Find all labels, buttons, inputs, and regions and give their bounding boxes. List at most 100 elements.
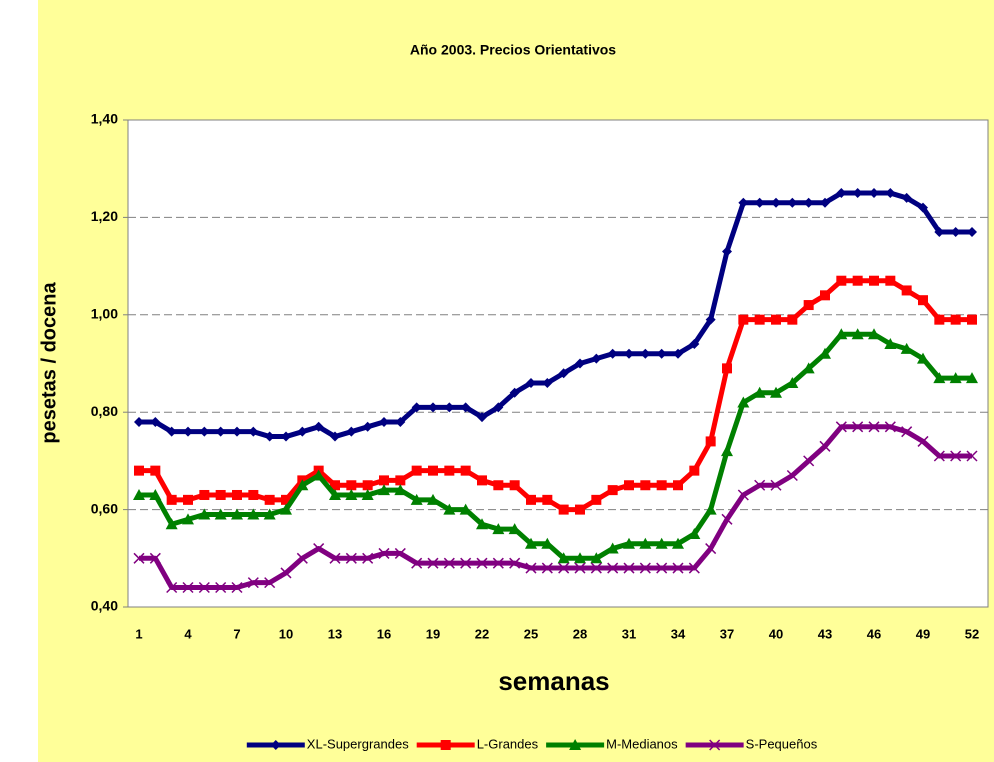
marker	[427, 557, 439, 569]
marker	[917, 435, 929, 447]
x-tick-label: 49	[916, 626, 930, 641]
marker	[623, 537, 635, 549]
x-tick-label: 34	[671, 626, 686, 641]
marker	[526, 494, 536, 505]
marker	[884, 421, 896, 433]
marker	[655, 537, 668, 549]
marker	[493, 402, 504, 413]
marker	[477, 475, 487, 486]
marker	[440, 740, 451, 750]
marker	[493, 480, 504, 491]
marker	[411, 465, 422, 476]
marker	[721, 445, 733, 457]
marker	[232, 426, 242, 437]
marker	[704, 503, 717, 515]
marker	[575, 504, 585, 515]
marker	[281, 431, 291, 442]
marker	[264, 494, 275, 505]
series-line	[139, 278, 972, 513]
marker	[950, 314, 961, 325]
marker	[786, 376, 799, 388]
marker	[509, 480, 520, 491]
marker	[150, 465, 161, 476]
marker	[851, 328, 864, 340]
marker	[345, 488, 358, 500]
y-tick-label: 0,60	[91, 500, 118, 516]
plot-area	[127, 119, 989, 608]
y-tick-label: 0,80	[91, 403, 118, 419]
marker	[460, 465, 471, 476]
x-tick-label: 4	[184, 626, 192, 641]
marker	[166, 494, 177, 505]
marker	[934, 227, 945, 238]
marker	[639, 562, 651, 574]
x-tick-label: 10	[279, 626, 293, 641]
marker	[835, 421, 847, 433]
legend-label: S-Pequeños	[746, 736, 818, 751]
marker	[508, 523, 521, 535]
series-line	[139, 424, 972, 591]
marker	[280, 503, 292, 515]
marker	[312, 469, 325, 481]
marker	[689, 339, 700, 350]
marker	[247, 577, 259, 589]
marker	[689, 465, 700, 476]
marker	[574, 562, 586, 574]
marker	[427, 493, 439, 505]
marker	[541, 537, 554, 549]
marker	[819, 440, 831, 452]
marker	[395, 475, 406, 486]
marker	[280, 567, 292, 579]
marker	[542, 494, 553, 505]
marker	[379, 416, 389, 427]
marker	[574, 552, 586, 564]
marker	[966, 372, 978, 384]
marker	[901, 192, 912, 203]
marker	[705, 314, 716, 325]
marker	[492, 523, 505, 535]
marker	[149, 552, 161, 564]
marker	[362, 552, 374, 564]
x-tick-label: 19	[426, 626, 440, 641]
marker	[722, 246, 732, 257]
marker	[476, 518, 488, 530]
marker	[248, 489, 259, 500]
marker	[509, 387, 520, 398]
marker	[379, 475, 389, 486]
marker	[165, 518, 178, 530]
marker	[133, 552, 145, 564]
marker	[183, 426, 193, 437]
legend-label: M-Medianos	[606, 736, 678, 751]
marker	[606, 542, 619, 554]
marker	[557, 552, 570, 564]
marker	[721, 513, 733, 525]
marker	[754, 197, 765, 208]
marker	[231, 581, 243, 594]
marker	[346, 480, 357, 491]
marker	[933, 450, 945, 462]
x-tick-label: 31	[622, 626, 636, 641]
marker	[149, 488, 162, 500]
marker	[460, 557, 472, 569]
series-line	[139, 190, 972, 440]
marker	[215, 489, 226, 500]
marker	[345, 552, 357, 564]
x-tick-label: 1	[135, 626, 142, 641]
marker	[558, 504, 569, 515]
marker	[330, 431, 340, 442]
marker	[248, 426, 259, 437]
marker	[460, 402, 471, 413]
marker	[492, 557, 504, 569]
marker	[738, 314, 749, 325]
marker	[819, 347, 831, 359]
marker	[558, 562, 570, 574]
marker	[770, 386, 782, 398]
marker	[459, 503, 472, 515]
legend-label: XL-Supergrandes	[307, 736, 409, 751]
x-tick-label: 43	[818, 626, 832, 641]
marker	[395, 416, 406, 427]
marker	[933, 372, 946, 384]
marker	[737, 489, 749, 501]
marker	[820, 290, 830, 301]
